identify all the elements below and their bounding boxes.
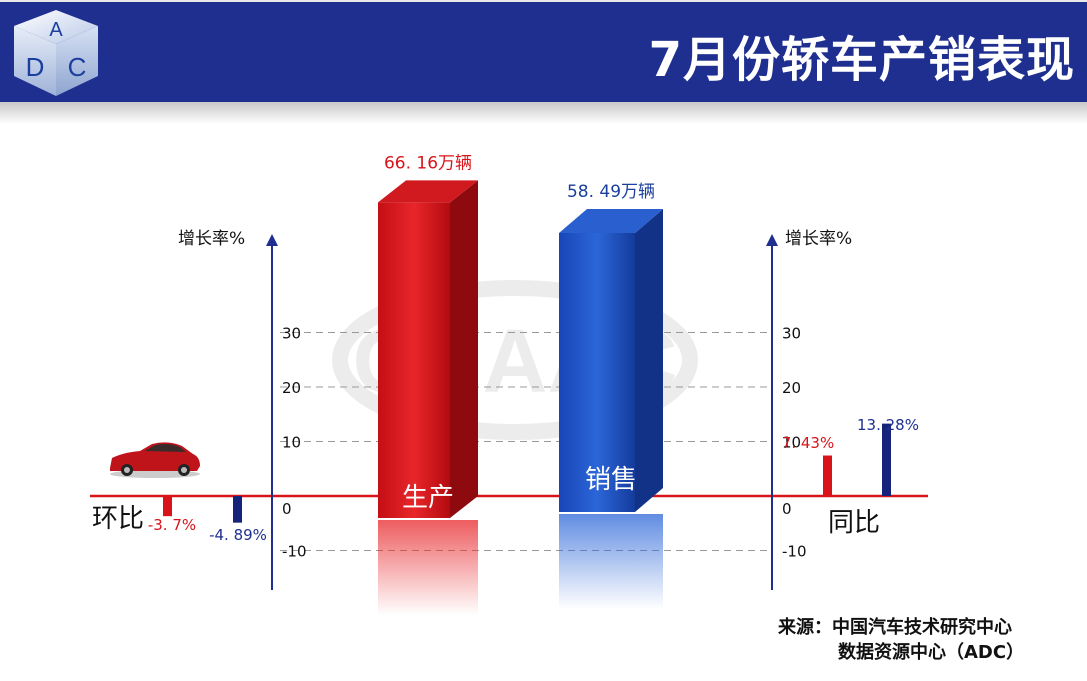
right-tick-label: 0 bbox=[782, 500, 792, 518]
bar-front bbox=[559, 233, 635, 513]
rate-bars: -3. 7% -4. 89% 7. 43% 13. 28% bbox=[148, 416, 919, 544]
bar-reflection bbox=[378, 520, 478, 615]
yoy-value-label: 13. 28% bbox=[857, 416, 919, 434]
bar-category-label: 生产 bbox=[402, 483, 454, 513]
bar-value-label: 66. 16万辆 bbox=[384, 153, 472, 173]
bar-category-label: 销售 bbox=[585, 465, 637, 495]
gridlines bbox=[280, 332, 770, 551]
left-tick-label: -10 bbox=[282, 543, 307, 561]
yoy-bar-production bbox=[823, 455, 832, 496]
volume-bar-production: 生产 66. 16万辆 bbox=[378, 153, 478, 615]
bar-side bbox=[450, 180, 478, 518]
car-icon bbox=[110, 442, 200, 478]
bar-front bbox=[378, 202, 450, 518]
logo-letter-a: A bbox=[49, 19, 63, 41]
header-bar bbox=[0, 0, 1087, 104]
logo-letter-d: D bbox=[26, 52, 45, 82]
right-tick-label: 20 bbox=[782, 379, 801, 397]
volume-bar-sales: 销售 58. 49万辆 bbox=[559, 182, 663, 609]
logo-letter-c: C bbox=[68, 52, 87, 82]
yoy-label: 同比 bbox=[828, 508, 880, 538]
left-tick-label: 0 bbox=[282, 500, 292, 518]
mom-bar-sales bbox=[233, 496, 242, 523]
left-tick-label: 20 bbox=[282, 379, 301, 397]
yoy-value-label: 7. 43% bbox=[782, 434, 834, 452]
right-tick-label: 30 bbox=[782, 325, 801, 343]
mom-value-label: -3. 7% bbox=[148, 516, 196, 534]
right-tick-label: 10 bbox=[782, 434, 801, 452]
axes bbox=[90, 234, 928, 590]
source-line-2: 数据资源中心（ADC） bbox=[838, 642, 1025, 663]
mom-value-label: -4. 89% bbox=[209, 526, 267, 544]
left-tick-label: 30 bbox=[282, 325, 301, 343]
bar-top bbox=[378, 180, 478, 203]
yoy-bar-sales bbox=[882, 423, 891, 496]
bar-value-label: 58. 49万辆 bbox=[567, 182, 655, 202]
page-title: 7月份轿车产销表现 bbox=[648, 32, 1075, 88]
bar-top bbox=[559, 209, 663, 234]
header-shadow bbox=[0, 102, 1087, 124]
adc-logo: A D C bbox=[8, 4, 104, 100]
right-axis-title: 增长率% bbox=[785, 229, 852, 249]
mom-label: 环比 bbox=[92, 504, 144, 534]
tick-labels: 30 30 20 20 10 10 0 0 -10 -10 bbox=[282, 325, 807, 561]
bar-side bbox=[635, 209, 663, 513]
mom-bar-production bbox=[163, 496, 172, 517]
left-tick-label: 10 bbox=[282, 434, 301, 452]
right-tick-label: -10 bbox=[782, 543, 807, 561]
left-axis-title: 增长率% bbox=[178, 229, 245, 249]
source-line-1: 来源：中国汽车技术研究中心 bbox=[778, 617, 1012, 638]
bar-reflection bbox=[559, 514, 663, 609]
